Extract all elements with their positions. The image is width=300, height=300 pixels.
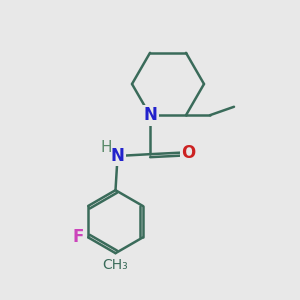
Text: CH₃: CH₃ [103,258,128,272]
Text: N: N [143,106,157,124]
Text: N: N [111,147,124,165]
Text: H: H [100,140,112,155]
Text: F: F [73,228,84,246]
Text: O: O [181,144,196,162]
